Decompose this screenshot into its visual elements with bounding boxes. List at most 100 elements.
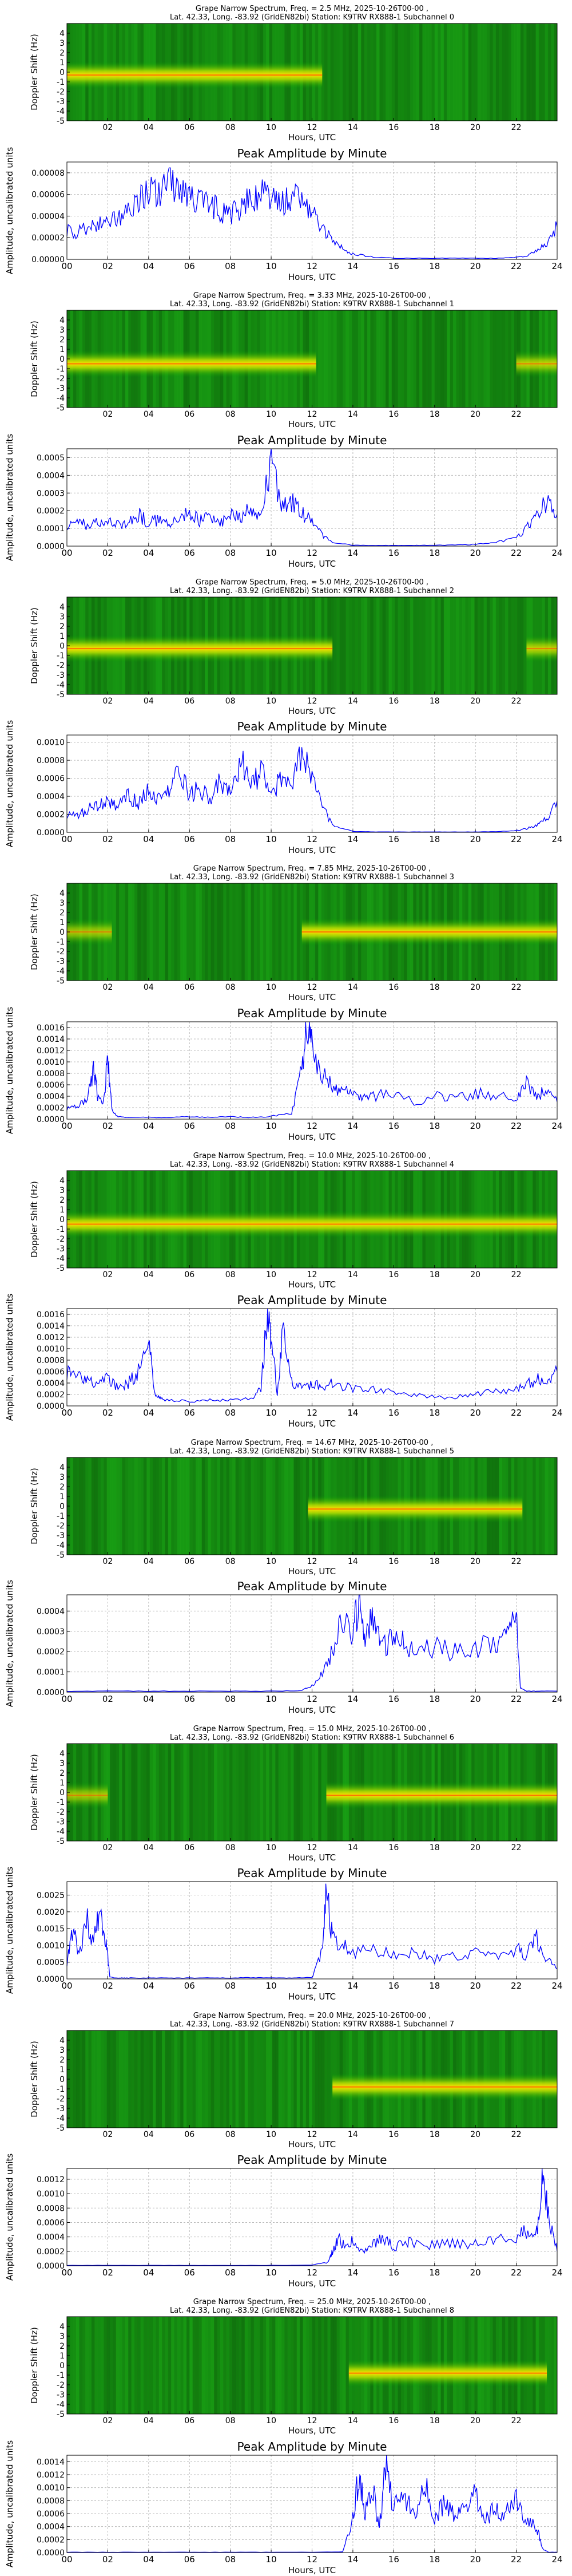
spectrogram-title-line2: Lat. 42.33, Long. -83.92 (GridEN82bi) St… xyxy=(170,300,454,309)
spectrogram-texture-column xyxy=(373,310,377,408)
x-tick-label: 24 xyxy=(551,1408,562,1418)
spectrogram-texture-column xyxy=(85,2030,89,2128)
x-tick-label: 04 xyxy=(143,834,154,844)
spectrogram-texture-column xyxy=(508,597,512,694)
x-tick-label: 16 xyxy=(388,1121,399,1131)
y-tick-label: 1 xyxy=(59,918,65,927)
x-tick-label: 00 xyxy=(61,2554,72,2565)
spectrogram-texture-column xyxy=(119,1457,122,1555)
x-tick-label: 08 xyxy=(225,983,236,992)
spectrogram-texture-column xyxy=(104,1457,108,1555)
spectrogram-texture-column xyxy=(223,2030,227,2128)
y-tick-label: -4 xyxy=(57,1541,65,1550)
spectrogram-texture-column xyxy=(303,2030,307,2128)
plot-frame xyxy=(66,1881,558,1980)
y-axis-label: Doppler Shift (Hz) xyxy=(29,321,39,397)
spectrogram-texture-column xyxy=(287,2030,291,2128)
spectrogram-texture-column xyxy=(376,310,380,408)
x-tick-label: 14 xyxy=(347,2554,358,2565)
spectrogram-texture-column xyxy=(186,2030,190,2128)
x-tick-label: 12 xyxy=(307,697,317,706)
spectrogram-texture-column xyxy=(443,23,447,121)
spectrogram-texture-column xyxy=(122,1744,126,1841)
spectrogram-texture-column xyxy=(162,2030,165,2128)
x-tick-label: 08 xyxy=(225,548,236,558)
x-tick-label: 10 xyxy=(266,2416,276,2425)
plot-frame xyxy=(66,1594,558,1693)
spectrogram-panel: Grape Narrow Spectrum, Freq. = 15.0 MHz,… xyxy=(29,1725,558,1863)
y-axis-label: Doppler Shift (Hz) xyxy=(29,1468,39,1544)
x-tick-label: 20 xyxy=(470,261,481,271)
spectrogram-texture-column xyxy=(419,310,423,408)
spectrogram-panel: Grape Narrow Spectrum, Freq. = 5.0 MHz, … xyxy=(29,578,558,716)
spectrogram-texture-column xyxy=(226,883,230,981)
x-tick-label: 24 xyxy=(551,1694,562,1704)
spectrogram-texture-column xyxy=(324,2317,328,2414)
spectrogram-texture-column xyxy=(505,23,509,121)
spectrogram-texture-column xyxy=(284,1744,288,1841)
y-tick-label: 0.0025 xyxy=(37,1891,65,1900)
amplitude-title: Peak Amplitude by Minute xyxy=(237,147,387,160)
spectrogram-texture-column xyxy=(116,1457,120,1555)
x-tick-label: 12 xyxy=(307,834,317,844)
amplitude-title: Peak Amplitude by Minute xyxy=(237,433,387,447)
y-tick-label: 2 xyxy=(59,1483,65,1492)
spectrogram-texture-column xyxy=(189,2317,193,2414)
x-tick-label: 00 xyxy=(61,2267,72,2278)
spectrogram-texture-column xyxy=(106,1744,110,1841)
plot-frame xyxy=(66,1021,558,1120)
spectrogram-texture-column xyxy=(425,597,429,694)
spectrogram-texture-column xyxy=(480,310,484,408)
y-tick-label: 0.0008 xyxy=(37,1069,65,1078)
x-tick-label: 04 xyxy=(144,1843,154,1852)
spectrogram-texture-column xyxy=(474,23,478,121)
spectrogram-texture-column xyxy=(158,2317,162,2414)
x-tick-label: 08 xyxy=(225,123,236,132)
y-tick-label: 0.00008 xyxy=(31,169,65,178)
spectrogram-texture-column xyxy=(220,2030,224,2128)
x-axis-label: Hours, UTC xyxy=(288,992,336,1002)
x-tick-label: 12 xyxy=(307,548,317,558)
spectrogram-title-line2: Lat. 42.33, Long. -83.92 (GridEN82bi) St… xyxy=(170,2020,454,2029)
spectrogram-texture-column xyxy=(122,883,126,981)
spectrogram-texture-column xyxy=(217,1457,221,1555)
spectrogram-texture-column xyxy=(495,597,499,694)
spectrogram-texture-column xyxy=(156,2317,160,2414)
spectrogram-texture-column xyxy=(300,2030,303,2128)
spectrogram-texture-column xyxy=(186,2317,190,2414)
spectrogram-texture-column xyxy=(251,883,255,981)
spectrogram-texture-column xyxy=(82,2317,86,2414)
spectrogram-texture-column xyxy=(404,23,408,121)
spectrogram-texture-column xyxy=(505,597,509,694)
x-tick-label: 02 xyxy=(102,2267,113,2278)
x-tick-label: 20 xyxy=(470,2416,480,2425)
spectrogram-texture-column xyxy=(177,2317,181,2414)
x-tick-label: 04 xyxy=(143,2554,154,2565)
spectrogram-texture-column xyxy=(192,2317,196,2414)
y-tick-label: 0.0010 xyxy=(37,1345,65,1354)
spectrogram-texture-column xyxy=(428,310,432,408)
spectrogram-texture-column xyxy=(296,1457,300,1555)
spectrogram-texture-column xyxy=(345,310,349,408)
spectrogram-texture-column xyxy=(343,597,346,694)
spectrogram-texture-column xyxy=(382,23,386,121)
spectrogram-texture-column xyxy=(208,1457,212,1555)
spectrogram-texture-column xyxy=(330,2317,334,2414)
y-tick-label: -3 xyxy=(57,97,65,106)
y-tick-label: -1 xyxy=(57,2371,65,2380)
spectrogram-texture-column xyxy=(177,1457,181,1555)
spectrogram-texture-column xyxy=(416,597,420,694)
x-tick-label: 08 xyxy=(225,2267,236,2278)
x-tick-label: 04 xyxy=(144,1270,154,1279)
x-axis-label: Hours, UTC xyxy=(288,419,336,429)
x-tick-label: 08 xyxy=(225,834,236,844)
spectrogram-panel: Grape Narrow Spectrum, Freq. = 2.5 MHz, … xyxy=(29,5,558,143)
x-tick-label: 12 xyxy=(307,2130,317,2139)
spectrogram-texture-column xyxy=(293,1457,297,1555)
x-tick-label: 02 xyxy=(103,2416,113,2425)
x-tick-label: 08 xyxy=(225,410,236,419)
y-tick-label: 3 xyxy=(59,899,65,908)
spectrogram-texture-column xyxy=(291,2030,294,2128)
spectrogram-texture-column xyxy=(486,23,490,121)
spectrogram-texture-column xyxy=(275,1457,279,1555)
